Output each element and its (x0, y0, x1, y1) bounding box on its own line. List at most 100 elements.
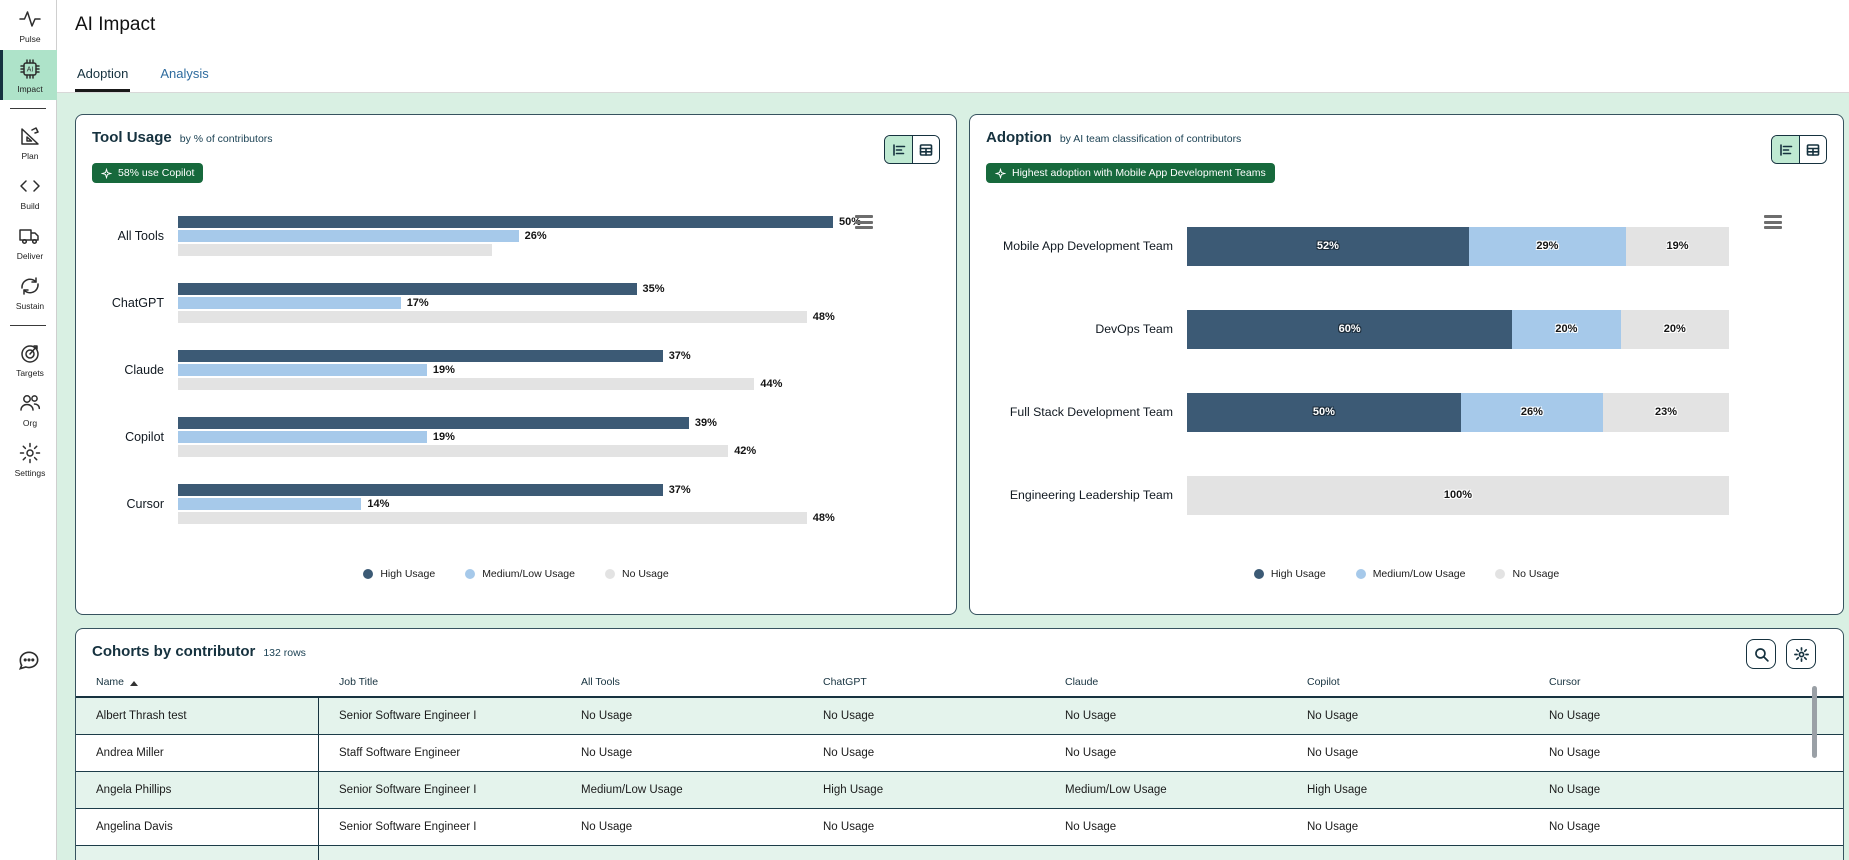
legend-item-high-usage[interactable]: High Usage (1253, 568, 1326, 580)
bar-high-usage[interactable] (178, 215, 833, 228)
bar-medium-low-usage[interactable] (178, 229, 519, 242)
bar-value-label: 42% (734, 444, 757, 457)
content-area: Tool Usage by % of contributors 58% use … (57, 93, 1849, 860)
sidebar-item-build[interactable]: Build (0, 167, 57, 217)
sidebar-item-label: Build (20, 201, 40, 211)
adoption-panel-header: Adoption by AI team classification of co… (970, 115, 1843, 146)
sidebar-item-plan[interactable]: Plan (0, 117, 57, 167)
legend-label: Medium/Low Usage (1372, 568, 1466, 580)
sidebar-item-settings[interactable]: Settings (0, 434, 57, 484)
segment-high-usage[interactable]: 52% (1187, 226, 1469, 266)
bar-no-usage[interactable] (178, 310, 807, 323)
view-toggle (884, 135, 940, 164)
bar-line: 48% (178, 310, 835, 323)
legend-label: No Usage (1512, 568, 1560, 580)
column-header-label: Copilot (1307, 676, 1340, 688)
table-settings-button[interactable] (1786, 639, 1816, 669)
sidebar-item-pulse[interactable]: Pulse (0, 0, 57, 50)
gear-icon (19, 442, 41, 464)
sidebar-chat-button[interactable] (0, 648, 57, 674)
legend-item-medium-low-usage[interactable]: Medium/Low Usage (465, 568, 575, 580)
sidebar-item-sustain[interactable]: Sustain (0, 267, 57, 317)
table-row[interactable]: Albert Thrash test Senior Software Engine… (76, 698, 1843, 735)
bar-medium-low-usage[interactable] (178, 296, 401, 309)
bar-value-label: 37% (668, 483, 691, 496)
column-header-job-title[interactable]: Job Title (319, 676, 561, 696)
category-bars: 50% 26% (178, 215, 861, 256)
table-cell: No Usage (581, 710, 633, 722)
column-header-claude[interactable]: Claude (1045, 676, 1287, 696)
bar-no-usage[interactable] (178, 444, 729, 457)
bar-no-usage[interactable] (178, 243, 493, 256)
bar-high-usage[interactable] (178, 483, 663, 496)
segment-medium-low-usage[interactable]: 26% (1460, 392, 1604, 432)
chart-legend: High Usage Medium/Low Usage No Usage (970, 568, 1843, 580)
bar-medium-low-usage[interactable] (178, 497, 362, 510)
column-header-chatgpt[interactable]: ChatGPT (803, 676, 1045, 696)
sidebar-item-org[interactable]: Org (0, 384, 57, 434)
legend-item-no-usage[interactable]: No Usage (1495, 568, 1559, 580)
tab-adoption[interactable]: Adoption (75, 58, 131, 92)
bar-medium-low-usage[interactable] (178, 363, 427, 376)
segment-no-usage[interactable]: 100% (1187, 475, 1729, 515)
legend-label: High Usage (380, 568, 436, 580)
table-cell: High Usage (823, 784, 884, 796)
legend-item-medium-low-usage[interactable]: Medium/Low Usage (1355, 568, 1466, 580)
tab-analysis[interactable]: Analysis (160, 66, 209, 81)
legend-item-no-usage[interactable]: No Usage (604, 568, 669, 580)
bar-value-label: 14% (367, 497, 390, 510)
insight-badge-label: Highest adoption with Mobile App Develop… (1012, 167, 1266, 179)
segment-medium-low-usage[interactable]: 29% (1468, 226, 1626, 266)
bar-high-usage[interactable] (178, 349, 663, 362)
legend-item-high-usage[interactable]: High Usage (363, 568, 435, 580)
bar-no-usage[interactable] (178, 511, 807, 524)
bar-high-usage[interactable] (178, 416, 689, 429)
category-label: Claude (124, 362, 164, 377)
row-count-label: 132 rows (263, 647, 306, 659)
sort-asc-icon (130, 681, 139, 686)
bar-high-usage[interactable] (178, 282, 637, 295)
hamburger-menu-icon[interactable] (1764, 215, 1782, 229)
column-header-label: Claude (1065, 676, 1099, 688)
hamburger-menu-icon[interactable] (855, 215, 873, 229)
segment-no-usage[interactable]: 23% (1603, 392, 1729, 432)
legend-dot (363, 569, 374, 579)
table-row[interactable]: Angelina Davis Senior Software Engineer I… (76, 809, 1843, 846)
column-header-copilot[interactable]: Copilot (1287, 676, 1529, 696)
segment-no-usage[interactable]: 20% (1620, 309, 1729, 349)
chart-view-button[interactable] (1772, 136, 1799, 163)
table-row[interactable]: Angela Phillips Senior Software Engineer … (76, 772, 1843, 809)
bar-value-label: 48% (812, 511, 835, 524)
table-view-button[interactable] (1799, 136, 1826, 163)
sidebar-item-label: Deliver (16, 251, 44, 261)
adoption-panel: Adoption by AI team classification of co… (969, 114, 1844, 615)
chart-category-group: Mobile App Development Team 52% 29% 19% (986, 226, 1843, 266)
vertical-scrollbar-thumb[interactable] (1812, 686, 1817, 758)
segment-high-usage[interactable]: 60% (1187, 309, 1513, 349)
table-row[interactable]: Andrea Miller Staff Software Engineer No U… (76, 735, 1843, 772)
bar-no-usage[interactable] (178, 377, 755, 390)
sidebar-item-impact[interactable]: AI Impact (0, 50, 57, 100)
column-header-cursor[interactable]: Cursor (1529, 676, 1771, 696)
bar-medium-low-usage[interactable] (178, 430, 427, 443)
category-bars: 37% 19% 44% (178, 349, 782, 390)
table-cell: No Usage (1549, 710, 1601, 722)
insight-badge: 58% use Copilot (92, 163, 204, 183)
search-icon (1754, 647, 1769, 662)
segment-no-usage[interactable]: 19% (1626, 226, 1729, 266)
chart-view-button[interactable] (885, 136, 912, 163)
table-view-button[interactable] (912, 136, 939, 163)
sidebar-item-targets[interactable]: Targets (0, 334, 57, 384)
sidebar-item-deliver[interactable]: Deliver (0, 217, 57, 267)
sidebar-item-label: Plan (21, 151, 39, 161)
segment-medium-low-usage[interactable]: 20% (1512, 309, 1621, 349)
legend-label: No Usage (621, 568, 669, 580)
search-button[interactable] (1746, 639, 1776, 669)
tool-usage-panel: Tool Usage by % of contributors 58% use … (75, 114, 957, 615)
column-header-all-tools[interactable]: All Tools (561, 676, 803, 696)
table-row-partial[interactable] (76, 846, 1843, 860)
column-header-name[interactable]: Name (76, 676, 319, 696)
category-bars: 35% 17% 48% (178, 282, 835, 323)
segment-high-usage[interactable]: 50% (1187, 392, 1461, 432)
table-cell: Angelina Davis (76, 809, 319, 845)
